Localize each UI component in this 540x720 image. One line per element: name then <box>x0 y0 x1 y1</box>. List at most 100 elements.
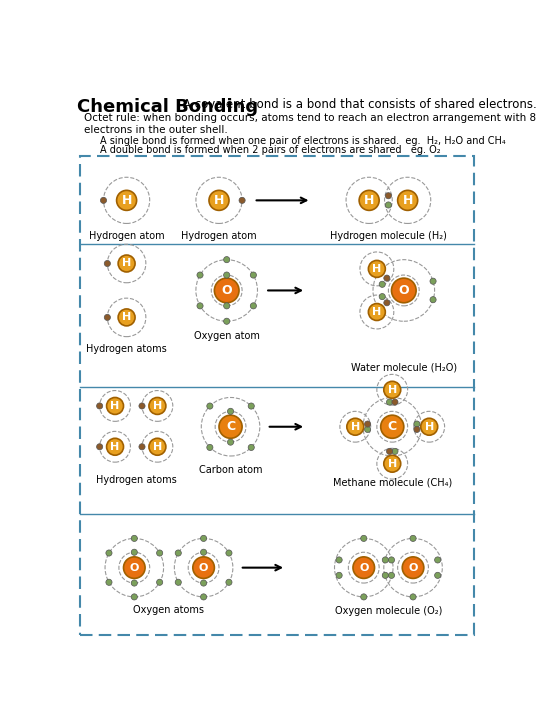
Text: Hydrogen atom: Hydrogen atom <box>89 231 164 241</box>
Circle shape <box>392 399 398 405</box>
Circle shape <box>104 261 110 266</box>
Circle shape <box>193 557 214 578</box>
Circle shape <box>421 418 438 435</box>
Text: Carbon atom: Carbon atom <box>199 465 262 475</box>
Text: H: H <box>214 194 224 207</box>
Circle shape <box>414 426 420 433</box>
Circle shape <box>106 579 112 585</box>
Text: Octet rule: when bonding occurs, atoms tend to reach an electron arrangement wit: Octet rule: when bonding occurs, atoms t… <box>84 113 536 135</box>
Text: H: H <box>122 312 131 323</box>
Text: Oxygen atoms: Oxygen atoms <box>133 605 205 615</box>
Text: Water molecule (H₂O): Water molecule (H₂O) <box>351 362 457 372</box>
Text: Hydrogen atoms: Hydrogen atoms <box>86 344 167 354</box>
Text: O: O <box>221 284 232 297</box>
Circle shape <box>100 197 106 204</box>
Circle shape <box>361 594 367 600</box>
Text: H: H <box>372 307 381 317</box>
Circle shape <box>388 572 395 578</box>
Circle shape <box>430 297 436 303</box>
Text: H: H <box>110 442 120 451</box>
Circle shape <box>175 550 181 556</box>
Circle shape <box>104 315 110 320</box>
Circle shape <box>149 438 166 455</box>
Circle shape <box>97 444 103 450</box>
Circle shape <box>435 572 441 578</box>
Text: Hydrogen atoms: Hydrogen atoms <box>96 475 177 485</box>
Circle shape <box>209 190 229 210</box>
Circle shape <box>435 557 441 563</box>
Circle shape <box>382 572 388 578</box>
Circle shape <box>224 303 230 309</box>
Text: O: O <box>359 562 368 572</box>
Text: O: O <box>399 284 409 297</box>
Circle shape <box>175 579 181 585</box>
Text: C: C <box>388 420 397 433</box>
Text: Hydrogen atom: Hydrogen atom <box>181 231 257 241</box>
Circle shape <box>336 557 342 563</box>
Circle shape <box>386 202 392 208</box>
Circle shape <box>397 190 417 210</box>
Text: A double bond is formed when 2 pairs of electrons are shared   eg. O₂: A double bond is formed when 2 pairs of … <box>100 145 440 155</box>
Circle shape <box>392 449 398 454</box>
Circle shape <box>224 318 230 324</box>
Circle shape <box>214 278 239 303</box>
Circle shape <box>226 579 232 585</box>
Circle shape <box>157 550 163 556</box>
Circle shape <box>364 421 370 427</box>
Text: H: H <box>153 442 162 451</box>
Text: H: H <box>153 401 162 411</box>
Text: H: H <box>388 384 397 395</box>
Text: H: H <box>388 459 397 469</box>
Circle shape <box>207 403 213 409</box>
Circle shape <box>224 256 230 263</box>
Circle shape <box>200 580 207 586</box>
Circle shape <box>207 444 213 451</box>
Circle shape <box>387 399 393 405</box>
Circle shape <box>379 294 386 300</box>
Text: Oxygen molecule (O₂): Oxygen molecule (O₂) <box>335 606 442 616</box>
Circle shape <box>106 397 124 415</box>
Circle shape <box>410 535 416 541</box>
Text: Methane molecule (CH₄): Methane molecule (CH₄) <box>333 477 452 487</box>
Circle shape <box>131 535 137 541</box>
Circle shape <box>227 408 234 415</box>
Circle shape <box>248 403 254 409</box>
Circle shape <box>118 255 135 272</box>
Circle shape <box>388 557 395 563</box>
Circle shape <box>149 397 166 415</box>
Circle shape <box>381 415 404 438</box>
Circle shape <box>106 438 124 455</box>
Text: H: H <box>364 194 374 207</box>
Circle shape <box>248 444 254 451</box>
Circle shape <box>197 272 203 278</box>
Circle shape <box>239 197 245 204</box>
Circle shape <box>384 455 401 472</box>
Circle shape <box>118 309 135 326</box>
Circle shape <box>224 272 230 278</box>
Text: C: C <box>226 420 235 433</box>
Circle shape <box>361 535 367 541</box>
Text: H: H <box>122 194 132 207</box>
Text: H: H <box>122 258 131 269</box>
Text: Hydrogen molecule (H₂): Hydrogen molecule (H₂) <box>330 231 447 241</box>
Circle shape <box>157 579 163 585</box>
Circle shape <box>131 580 137 586</box>
Circle shape <box>353 557 375 578</box>
Text: H: H <box>350 422 360 432</box>
Text: H: H <box>424 422 434 432</box>
Circle shape <box>382 557 388 563</box>
Circle shape <box>106 550 112 556</box>
Circle shape <box>387 449 393 454</box>
Text: Oxygen atom: Oxygen atom <box>194 331 260 341</box>
Circle shape <box>251 272 256 278</box>
Circle shape <box>384 300 390 306</box>
Circle shape <box>227 439 234 445</box>
Circle shape <box>336 572 342 578</box>
Circle shape <box>368 261 386 277</box>
Circle shape <box>414 421 420 427</box>
Text: H: H <box>110 401 120 411</box>
Circle shape <box>364 426 370 433</box>
Circle shape <box>392 278 416 303</box>
Circle shape <box>197 303 203 309</box>
Circle shape <box>402 557 424 578</box>
